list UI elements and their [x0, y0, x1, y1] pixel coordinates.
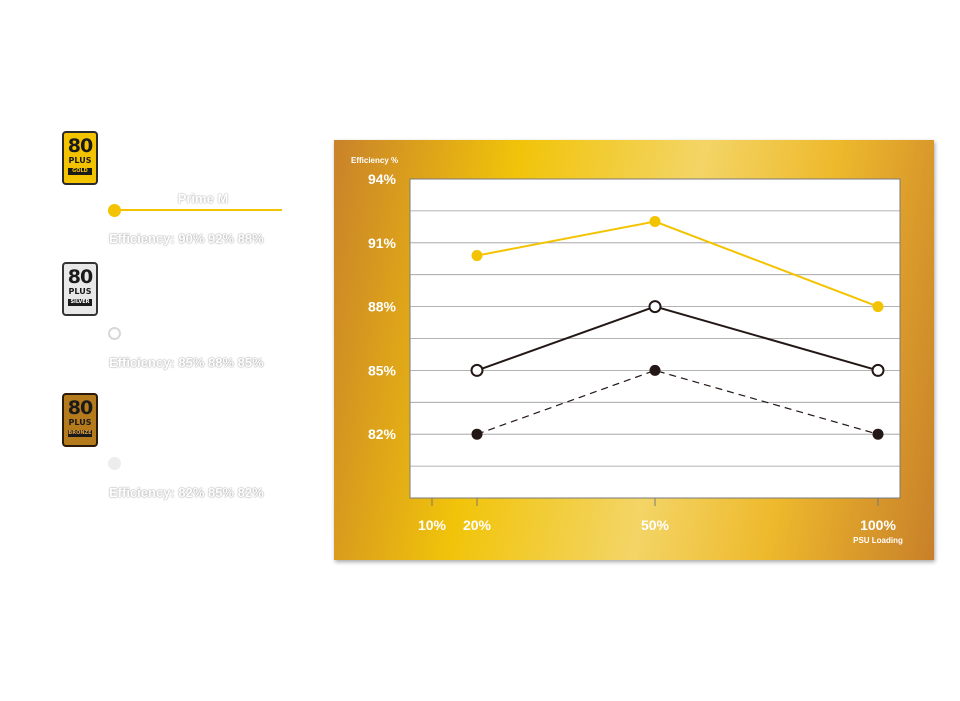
- badge-tier: SILVER: [68, 299, 92, 306]
- series-point-2: [471, 428, 483, 440]
- badge-number: 80: [67, 266, 93, 288]
- series-name-prime-m: Prime M: [177, 191, 229, 206]
- x-tick-label: 50%: [641, 517, 670, 533]
- x-tick-label: 10%: [418, 517, 447, 533]
- y-axis-label: Efficiency %: [351, 156, 398, 165]
- x-tick-label: 20%: [463, 517, 492, 533]
- chart-panel: 94% 91% 88% 85% 82% Efficiency % 10% 20% 50% 100%…: [334, 140, 934, 560]
- series-point-2: [649, 364, 661, 376]
- series-line-2: [476, 369, 879, 435]
- badge-number: 80: [67, 397, 93, 419]
- badge-tier: BRONZE: [68, 430, 92, 437]
- series-point-2: [872, 428, 884, 440]
- y-tick-label: 85%: [368, 362, 397, 378]
- 80-plus-bronze-badge-icon: 80 PLUS BRONZE: [62, 393, 98, 447]
- y-tick-label: 88%: [368, 299, 397, 315]
- efficiency-gold: Efficiency: 90% 92% 88%: [109, 231, 264, 246]
- series-point-1: [648, 300, 662, 314]
- x-axis-label: PSU Loading: [853, 536, 903, 545]
- legend-line-gold: [114, 209, 282, 211]
- series-point-0: [471, 250, 483, 262]
- badge-plus: PLUS: [68, 418, 92, 427]
- 80-plus-silver-badge-icon: 80 PLUS SILVER: [62, 262, 98, 316]
- x-tick-label: 100%: [860, 517, 896, 533]
- badge-plus: PLUS: [68, 156, 92, 165]
- y-tick-label: 82%: [368, 426, 397, 442]
- legend-dot-gold-icon: [108, 204, 121, 217]
- y-tick-label: 94%: [368, 171, 397, 187]
- badge-plus: PLUS: [68, 287, 92, 296]
- badge-number: 80: [67, 135, 93, 157]
- legend-dot-bronze-icon: [108, 457, 121, 470]
- series-point-1: [871, 363, 885, 377]
- series-point-0: [649, 216, 661, 228]
- series-point-0: [872, 301, 884, 313]
- efficiency-silver: Efficiency: 85% 88% 85%: [109, 355, 264, 370]
- badge-tier: GOLD: [68, 168, 92, 175]
- 80-plus-gold-badge-icon: 80 PLUS GOLD: [62, 131, 98, 185]
- efficiency-bronze: Efficiency: 82% 85% 82%: [109, 485, 264, 500]
- y-tick-label: 91%: [368, 235, 397, 251]
- efficiency-chart: 94% 91% 88% 85% 82% Efficiency % 10% 20% 50% 100%…: [351, 156, 903, 545]
- legend-dot-silver-icon: [108, 327, 121, 340]
- series-point-1: [470, 363, 484, 377]
